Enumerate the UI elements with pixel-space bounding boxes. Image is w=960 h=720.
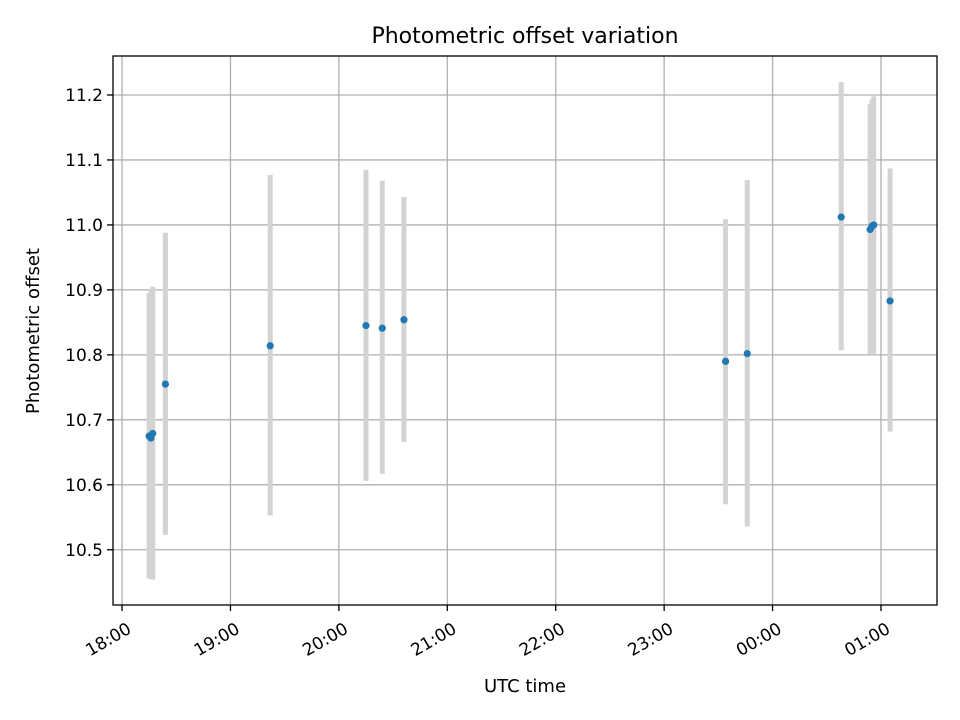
data-point bbox=[886, 297, 894, 305]
data-point bbox=[149, 429, 157, 438]
x-tick-label: 21:00 bbox=[408, 619, 460, 661]
data-points bbox=[145, 213, 894, 442]
data-point bbox=[161, 380, 170, 388]
y-tick-label: 11.2 bbox=[65, 86, 103, 106]
x-tick-label: 23:00 bbox=[625, 619, 677, 661]
x-axis-ticks: 18:00 19:00 20:00 21:00 22:00 23:00 00:00 01:00 bbox=[82, 605, 894, 661]
x-tick-label: 00:00 bbox=[733, 619, 785, 661]
y-tick-label: 11.0 bbox=[65, 216, 103, 236]
y-axis-ticks: 10.5 10.6 10.7 10.8 10.9 11.0 11.1 11.2 bbox=[65, 86, 113, 561]
y-tick-label: 10.7 bbox=[65, 411, 103, 431]
y-tick-label: 10.8 bbox=[65, 346, 103, 366]
plot-frame bbox=[112, 55, 938, 606]
data-point bbox=[837, 213, 845, 221]
y-tick-label: 10.5 bbox=[65, 541, 103, 561]
y-tick-label: 11.1 bbox=[65, 151, 103, 171]
x-tick-label: 20:00 bbox=[299, 619, 351, 661]
x-tick-label: 18:00 bbox=[82, 619, 134, 661]
chart-title: Photometric offset variation bbox=[371, 24, 678, 49]
data-point bbox=[400, 316, 408, 324]
y-axis-label: Photometric offset bbox=[23, 248, 44, 414]
x-tick-label: 01:00 bbox=[841, 619, 893, 661]
y-tick-label: 10.6 bbox=[65, 476, 103, 496]
x-tick-label: 19:00 bbox=[191, 619, 243, 661]
data-point bbox=[266, 342, 274, 350]
data-point bbox=[378, 324, 386, 332]
x-tick-label: 22:00 bbox=[516, 619, 568, 661]
x-axis-label: UTC time bbox=[484, 676, 566, 697]
data-point bbox=[743, 349, 751, 358]
y-tick-label: 10.9 bbox=[65, 281, 103, 301]
data-point bbox=[721, 357, 730, 365]
data-point bbox=[362, 322, 370, 330]
grid-lines bbox=[113, 56, 937, 605]
error-bars bbox=[146, 81, 893, 580]
data-point bbox=[870, 221, 878, 229]
